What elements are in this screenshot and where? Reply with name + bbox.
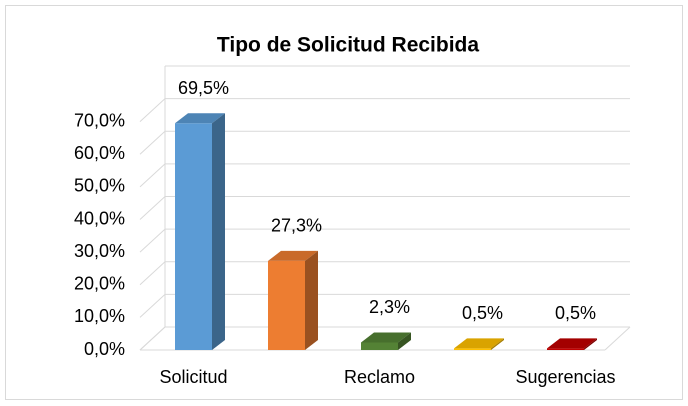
bar (361, 332, 411, 350)
y-tick-label: 30,0% (74, 241, 125, 261)
y-tick-label: 40,0% (74, 208, 125, 228)
data-label: 2,3% (369, 297, 410, 317)
y-tick-label: 20,0% (74, 274, 125, 294)
bar (268, 250, 318, 350)
grid-line (139, 163, 630, 188)
grid-line (139, 261, 630, 286)
bar-front (454, 348, 491, 350)
bar-top (268, 250, 318, 261)
bar-front (175, 123, 212, 350)
floor-edge (604, 326, 631, 351)
bar-front (361, 342, 398, 350)
grid-line (139, 196, 630, 220)
data-label: 0,5% (555, 303, 596, 323)
y-tick-label: 0,0% (84, 339, 125, 359)
data-label: 27,3% (271, 216, 322, 236)
x-tick-label: Sugerencias (515, 367, 615, 387)
bar (175, 113, 225, 350)
data-label: 0,5% (462, 303, 503, 323)
y-tick-label: 50,0% (74, 176, 125, 196)
y-tick-label: 10,0% (74, 306, 125, 326)
chart-title: Tipo de Solicitud Recibida (217, 34, 479, 57)
bar-front (547, 348, 584, 350)
y-tick-label: 70,0% (74, 110, 125, 130)
bar-top (547, 338, 597, 349)
bar-side (584, 338, 597, 350)
bar-top (361, 332, 411, 343)
grid-line (139, 293, 630, 318)
bar-front (268, 260, 305, 350)
grid-line (139, 326, 630, 351)
grid-line (139, 130, 630, 155)
bar-top (175, 113, 225, 124)
chart-frame (5, 5, 683, 400)
bar-side (212, 113, 225, 350)
bar (454, 338, 504, 350)
grid-line (139, 98, 630, 122)
bar-top (454, 338, 504, 349)
bar-side (398, 332, 411, 350)
data-label: 69,5% (178, 78, 229, 98)
y-tick-label: 60,0% (74, 143, 125, 163)
bar-side (305, 250, 318, 350)
bar (547, 338, 597, 350)
bar-side (491, 338, 504, 350)
x-tick-label: Solicitud (159, 367, 227, 387)
grid-line (139, 228, 630, 253)
x-tick-label: Reclamo (344, 367, 415, 387)
